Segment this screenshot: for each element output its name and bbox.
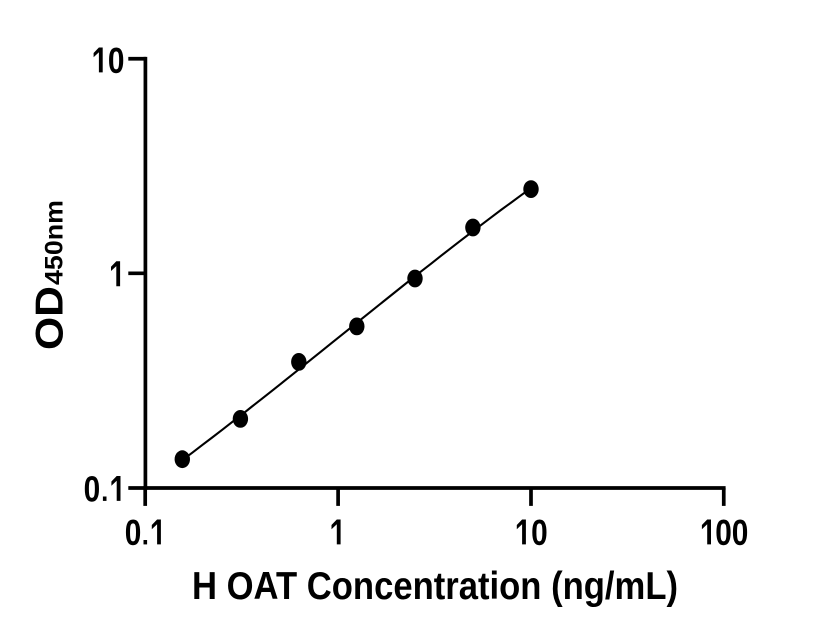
svg-text:0: 0 <box>531 512 548 553</box>
svg-text:H OAT Concentration (ng/mL): H OAT Concentration (ng/mL) <box>192 565 678 608</box>
svg-text:0: 0 <box>732 512 749 553</box>
svg-text:0: 0 <box>108 40 125 81</box>
svg-text:OD: OD <box>29 286 72 350</box>
svg-text:0: 0 <box>715 512 732 553</box>
svg-text:0: 0 <box>84 469 101 510</box>
svg-text:450nm: 450nm <box>41 200 69 285</box>
svg-text:0: 0 <box>125 512 142 553</box>
